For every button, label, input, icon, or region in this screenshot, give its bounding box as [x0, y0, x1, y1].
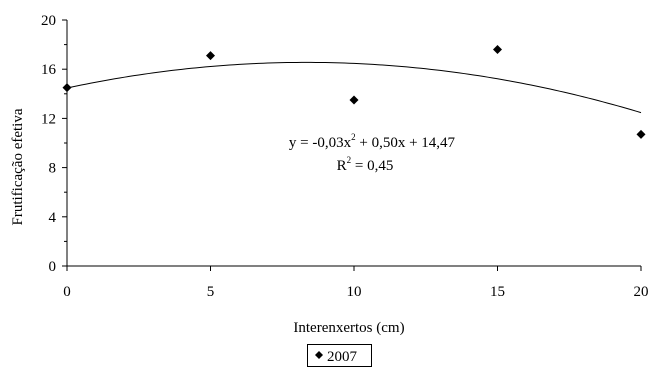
data-point — [493, 45, 502, 55]
x-axis-label: Interenxertos (cm) — [293, 320, 404, 336]
r2-suffix: = 0,45 — [351, 158, 393, 174]
r-squared-annotation: R2 = 0,45 — [337, 155, 394, 174]
y-tick-label: 12 — [41, 111, 56, 127]
equation-annotation: y = -0,03x2 + 0,50x + 14,47 — [289, 132, 456, 151]
equation-suffix: + 0,50x + 14,47 — [356, 135, 456, 151]
x-tick-label: 10 — [347, 284, 362, 300]
y-tick-label: 16 — [41, 62, 57, 78]
data-point — [62, 83, 72, 93]
x-tick-label: 20 — [634, 284, 649, 300]
x-tick-label: 0 — [63, 284, 71, 300]
trendline-group — [66, 61, 642, 114]
x-tick-label: 5 — [207, 284, 215, 300]
legend-diamond-marker — [315, 351, 323, 359]
trendline — [66, 61, 642, 114]
r2-prefix: R — [337, 158, 347, 174]
data-point — [206, 51, 215, 61]
data-point — [349, 95, 359, 105]
y-tick-label: 0 — [49, 259, 57, 275]
equation-prefix: y = -0,03x — [289, 135, 352, 151]
legend: 2007 — [307, 344, 372, 367]
equation-superscript: 2 — [351, 132, 356, 142]
y-tick-label: 20 — [41, 13, 56, 29]
data-points — [62, 45, 646, 139]
x-tick-label: 15 — [490, 284, 505, 300]
y-tick-label: 4 — [49, 210, 57, 226]
y-tick-label: 8 — [49, 161, 57, 177]
y-axis-label: Frutificação efetiva — [10, 108, 26, 225]
data-point — [636, 129, 646, 139]
axes: 0 4 8 12 16 20 0 5 10 15 20 — [41, 13, 649, 300]
legend-entry-2007: 2007 — [327, 349, 358, 365]
r2-superscript: 2 — [347, 155, 352, 165]
